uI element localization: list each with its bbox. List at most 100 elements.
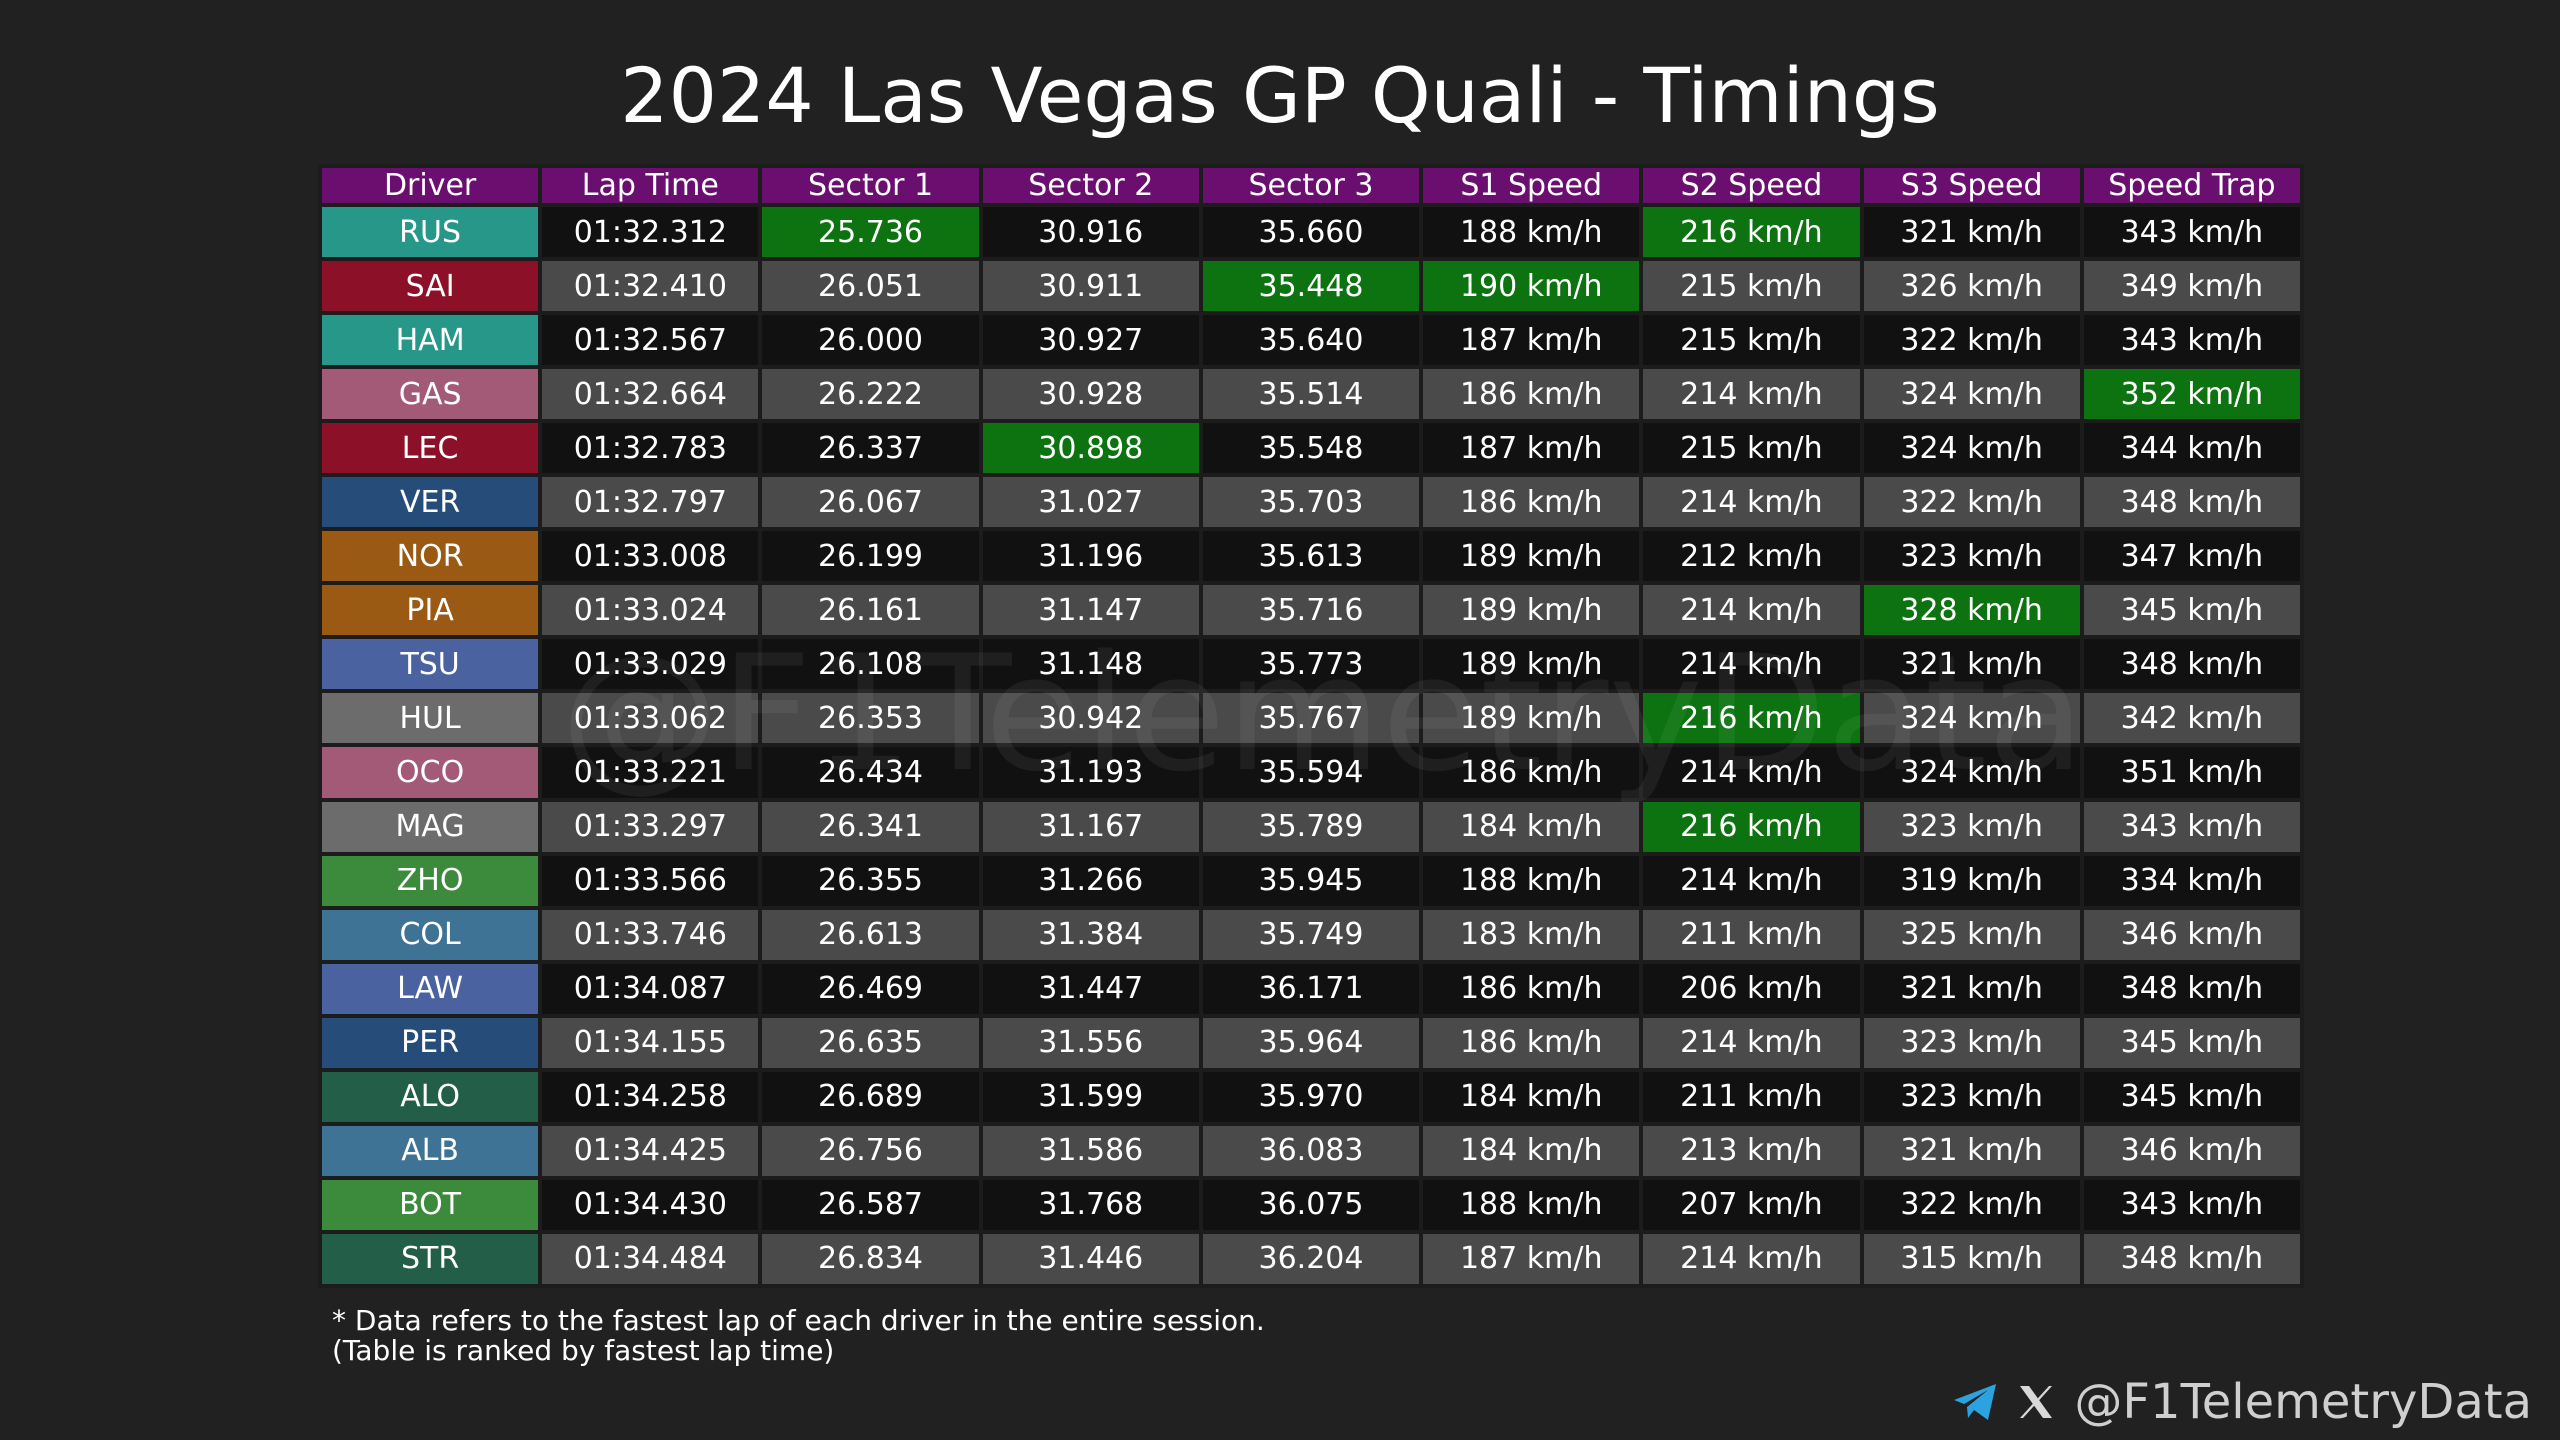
x-icon[interactable] [2016, 1382, 2056, 1422]
value-cell: 348 km/h [2079, 1229, 2305, 1289]
value-cell: 26.689 [758, 1067, 983, 1126]
best-value-cell: 352 km/h [2079, 365, 2305, 424]
table-row: ALO 01:34.258 26.689 31.599 35.970 184 km/h 21… [317, 1067, 2305, 1126]
driver-cell: GAS [317, 365, 543, 424]
value-cell: 214 km/h [1639, 365, 1864, 424]
value-cell: 26.000 [758, 311, 983, 370]
value-cell: 186 km/h [1419, 1013, 1644, 1072]
table-row: ALB 01:34.425 26.756 31.586 36.083 184 km/h 21… [317, 1121, 2305, 1180]
table-row: STR 01:34.484 26.834 31.446 36.204 187 km/h 21… [317, 1229, 2305, 1289]
value-cell: 01:34.155 [538, 1013, 763, 1072]
value-cell: 324 km/h [1859, 689, 2084, 748]
table-row: COL 01:33.746 26.613 31.384 35.749 183 km/h 21… [317, 905, 2305, 964]
value-cell: 348 km/h [2079, 473, 2305, 532]
best-value-cell: 30.898 [978, 419, 1203, 478]
value-cell: 35.945 [1198, 851, 1424, 910]
value-cell: 35.548 [1198, 419, 1424, 478]
value-cell: 189 km/h [1419, 527, 1644, 586]
best-value-cell: 216 km/h [1639, 797, 1864, 856]
brand-credit: @F1TelemetryData [1952, 1372, 2532, 1432]
driver-cell: BOT [317, 1175, 543, 1234]
value-cell: 321 km/h [1859, 1121, 2084, 1180]
value-cell: 215 km/h [1639, 311, 1864, 370]
value-cell: 324 km/h [1859, 419, 2084, 478]
value-cell: 01:34.258 [538, 1067, 763, 1126]
table-row: SAI 01:32.410 26.051 30.911 35.448 190 km/h 21… [317, 257, 2305, 316]
value-cell: 30.942 [978, 689, 1203, 748]
driver-cell: VER [317, 473, 543, 532]
value-cell: 01:32.797 [538, 473, 763, 532]
table-row: PER 01:34.155 26.635 31.556 35.964 186 km/h 21… [317, 1013, 2305, 1072]
value-cell: 342 km/h [2079, 689, 2305, 748]
value-cell: 31.027 [978, 473, 1203, 532]
value-cell: 214 km/h [1639, 1229, 1864, 1289]
footnote-line-2: (Table is ranked by fastest lap time) [332, 1334, 835, 1367]
value-cell: 30.927 [978, 311, 1203, 370]
value-cell: 189 km/h [1419, 635, 1644, 694]
value-cell: 351 km/h [2079, 743, 2305, 802]
value-cell: 01:33.024 [538, 581, 763, 640]
driver-cell: HAM [317, 311, 543, 370]
table-row: LEC 01:32.783 26.337 30.898 35.548 187 km/h 21… [317, 419, 2305, 478]
value-cell: 214 km/h [1639, 743, 1864, 802]
value-cell: 345 km/h [2079, 1067, 2305, 1126]
value-cell: 26.161 [758, 581, 983, 640]
value-cell: 35.964 [1198, 1013, 1424, 1072]
value-cell: 323 km/h [1859, 1067, 2084, 1126]
value-cell: 188 km/h [1419, 1175, 1644, 1234]
value-cell: 26.834 [758, 1229, 983, 1289]
value-cell: 186 km/h [1419, 743, 1644, 802]
value-cell: 31.167 [978, 797, 1203, 856]
driver-cell: COL [317, 905, 543, 964]
driver-cell: LAW [317, 959, 543, 1018]
value-cell: 206 km/h [1639, 959, 1864, 1018]
brand-handle[interactable]: @F1TelemetryData [2074, 1374, 2532, 1430]
value-cell: 26.587 [758, 1175, 983, 1234]
column-header: S2 Speed [1639, 164, 1864, 207]
table-header-row: Driver Lap Time Sector 1 Sector 2 Sector 3 S1… [317, 164, 2305, 207]
value-cell: 26.108 [758, 635, 983, 694]
value-cell: 35.970 [1198, 1067, 1424, 1126]
value-cell: 35.613 [1198, 527, 1424, 586]
value-cell: 35.767 [1198, 689, 1424, 748]
value-cell: 26.469 [758, 959, 983, 1018]
value-cell: 31.446 [978, 1229, 1203, 1289]
value-cell: 323 km/h [1859, 797, 2084, 856]
value-cell: 189 km/h [1419, 689, 1644, 748]
value-cell: 01:34.430 [538, 1175, 763, 1234]
value-cell: 31.447 [978, 959, 1203, 1018]
value-cell: 187 km/h [1419, 311, 1644, 370]
value-cell: 322 km/h [1859, 311, 2084, 370]
value-cell: 325 km/h [1859, 905, 2084, 964]
table-row: HAM 01:32.567 26.000 30.927 35.640 187 km/h 21… [317, 311, 2305, 370]
table-row: RUS 01:32.312 25.736 30.916 35.660 188 km/h 21… [317, 202, 2305, 262]
column-header: Sector 2 [978, 164, 1203, 207]
telegram-icon[interactable] [1952, 1382, 1998, 1422]
value-cell: 346 km/h [2079, 905, 2305, 964]
value-cell: 334 km/h [2079, 851, 2305, 910]
value-cell: 324 km/h [1859, 365, 2084, 424]
value-cell: 31.148 [978, 635, 1203, 694]
value-cell: 343 km/h [2079, 797, 2305, 856]
value-cell: 187 km/h [1419, 1229, 1644, 1289]
best-value-cell: 25.736 [758, 202, 983, 262]
footnote-line-1: * Data refers to the fastest lap of each… [332, 1304, 1265, 1337]
value-cell: 26.222 [758, 365, 983, 424]
value-cell: 346 km/h [2079, 1121, 2305, 1180]
driver-cell: HUL [317, 689, 543, 748]
value-cell: 01:33.062 [538, 689, 763, 748]
value-cell: 26.353 [758, 689, 983, 748]
value-cell: 348 km/h [2079, 635, 2305, 694]
value-cell: 01:32.664 [538, 365, 763, 424]
value-cell: 30.916 [978, 202, 1203, 262]
value-cell: 26.067 [758, 473, 983, 532]
value-cell: 184 km/h [1419, 797, 1644, 856]
driver-cell: LEC [317, 419, 543, 478]
value-cell: 347 km/h [2079, 527, 2305, 586]
driver-cell: OCO [317, 743, 543, 802]
value-cell: 315 km/h [1859, 1229, 2084, 1289]
value-cell: 189 km/h [1419, 581, 1644, 640]
table-row: HUL 01:33.062 26.353 30.942 35.767 189 km/h 21… [317, 689, 2305, 748]
value-cell: 321 km/h [1859, 202, 2084, 262]
table-row: LAW 01:34.087 26.469 31.447 36.171 186 km/h 20… [317, 959, 2305, 1018]
